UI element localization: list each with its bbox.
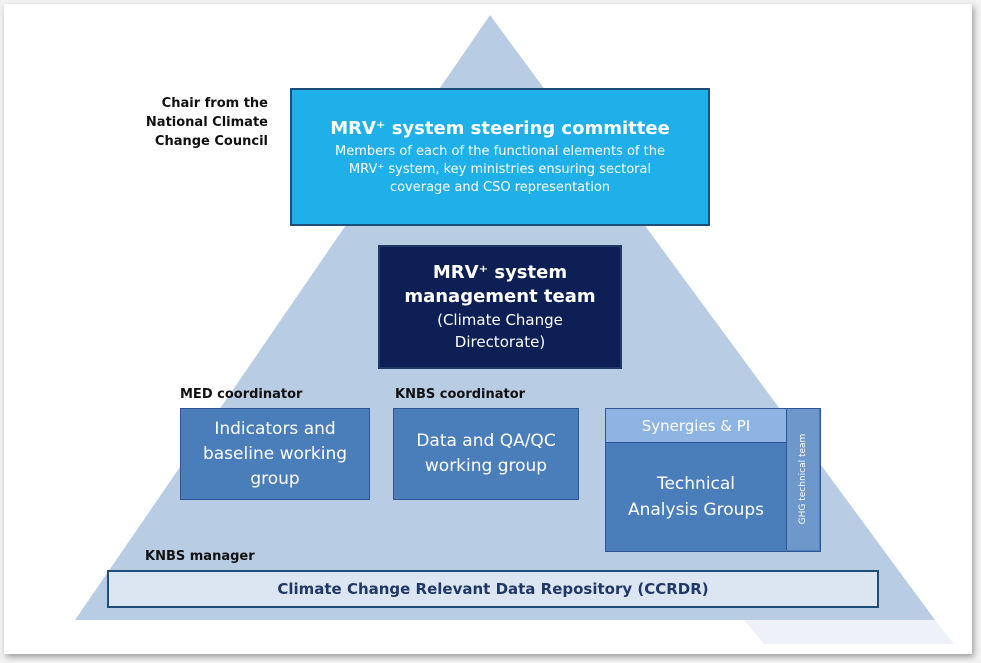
text-line: group bbox=[250, 468, 300, 489]
management-team: MRV⁺ system management team (Climate Cha… bbox=[378, 245, 622, 369]
text-line: Change Council bbox=[154, 134, 268, 149]
technical-analysis: Technical Analysis Groups bbox=[606, 443, 786, 550]
ghg-label: GHG technical team bbox=[798, 433, 808, 525]
text-line: National Climate bbox=[145, 115, 268, 130]
coordinator-label: KNBS coordinator bbox=[395, 387, 526, 402]
text-line: baseline working bbox=[202, 443, 348, 464]
steering-desc: coverage and CSO representation bbox=[389, 179, 611, 195]
text-line: Indicators and bbox=[214, 418, 336, 439]
technical-group: Synergies & PI Technical Analysis Groups… bbox=[605, 408, 821, 552]
steering-desc: Members of each of the functional elemen… bbox=[335, 143, 665, 159]
page: Chair from the National Climate Change C… bbox=[4, 4, 972, 654]
text-line: Chair from the bbox=[161, 96, 268, 111]
triangle-shadow bbox=[744, 620, 954, 644]
text-line: working group bbox=[424, 456, 548, 476]
synergies: Synergies & PI bbox=[606, 409, 786, 443]
mgmt-sub: (Climate Change bbox=[437, 311, 563, 329]
steering-committee: MRV⁺ system steering committee Members o… bbox=[290, 88, 710, 226]
ghg-strip: GHG technical team bbox=[786, 409, 819, 550]
working-group: Indicators and baseline working group bbox=[180, 408, 370, 500]
manager-label: KNBS manager bbox=[145, 549, 255, 564]
working-group: Data and QA/QC working group bbox=[393, 408, 579, 500]
steering-title: MRV⁺ system steering committee bbox=[330, 117, 670, 139]
repository: Climate Change Relevant Data Repository … bbox=[107, 570, 879, 608]
coordinator-label: MED coordinator bbox=[180, 387, 303, 402]
text-line: Technical bbox=[656, 473, 736, 494]
text-line: Data and QA/QC bbox=[416, 431, 556, 451]
chair-label: Chair from the National Climate Change C… bbox=[124, 94, 268, 151]
steering-desc: MRV⁺ system, key ministries ensuring sec… bbox=[348, 161, 652, 177]
mgmt-title: management team bbox=[404, 286, 596, 307]
mgmt-title: MRV⁺ system bbox=[432, 262, 568, 283]
mgmt-sub: Directorate) bbox=[454, 333, 546, 351]
text-line: Analysis Groups bbox=[627, 499, 765, 520]
